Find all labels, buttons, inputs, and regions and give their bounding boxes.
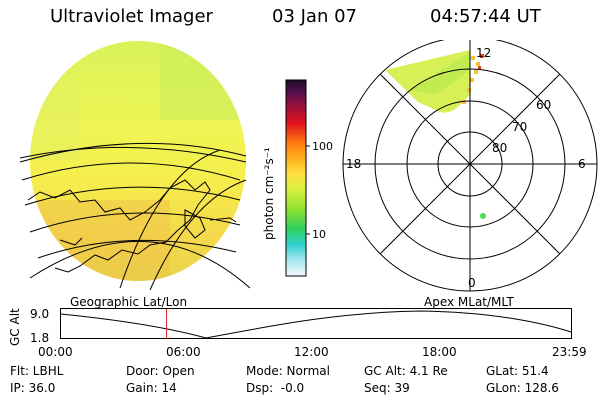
mlt-label-dawn: 6 [578, 157, 586, 171]
xtick-1800: 18:00 [422, 345, 457, 359]
altitude-curve [60, 310, 572, 339]
xtick-0000: 00:00 [38, 345, 73, 359]
app-title: Ultraviolet Imager [50, 6, 213, 27]
mlt-label-dusk: 18 [346, 157, 362, 171]
info-glat: GLat: 51.4 [486, 364, 549, 378]
colorbar-label: photon cm⁻²s⁻¹ [262, 147, 276, 240]
info-glon: GLon: 128.6 [486, 381, 559, 395]
xtick-0600: 06:00 [166, 345, 201, 359]
auroral-edge-points [462, 56, 480, 104]
gc-alt-axis-label-box: GC Alt [8, 306, 24, 346]
mlt-label-midnight: 0 [468, 276, 476, 290]
info-door: Door: Open [126, 364, 195, 378]
lat-label-60: 60 [536, 98, 552, 112]
image-time: 04:57:44 UT [430, 6, 541, 27]
info-gc-alt: GC Alt: 4.1 Re [364, 364, 448, 378]
colorbar-label-box: photon cm⁻²s⁻¹ [262, 130, 282, 240]
colorbar-tick-100: 100 [312, 140, 333, 153]
info-dsp: Dsp: -0.0 [246, 381, 305, 395]
gc-alt-axis-label: GC Alt [8, 308, 22, 346]
xtick-1200: 12:00 [294, 345, 329, 359]
coastline-outline [27, 179, 237, 273]
info-filter: Flt: LBHL [10, 364, 64, 378]
gc-alt-timeline-plot [60, 308, 572, 339]
polar-grid [342, 40, 598, 292]
lat-label-80: 80 [492, 141, 508, 155]
geographic-title: Geographic Lat/Lon [70, 295, 188, 309]
mlt-label-noon: 12 [476, 46, 492, 60]
gc-alt-ytick-top: 9.0 [30, 307, 50, 321]
apex-title: Apex MLat/MLT [424, 295, 514, 309]
intensity-colorbar [285, 79, 310, 277]
polar-mlat-mlt-plot [342, 40, 598, 292]
info-ip: IP: 36.0 [10, 381, 56, 395]
geographic-uv-image [19, 41, 251, 290]
emission-spot [480, 213, 486, 219]
gc-alt-ytick-bottom: 1.8 [30, 331, 50, 345]
xtick-2359: 23:59 [552, 345, 587, 359]
info-seq: Seq: 39 [364, 381, 410, 395]
info-mode: Mode: Normal [246, 364, 330, 378]
colorbar-tick-10: 10 [312, 228, 326, 241]
lat-label-70: 70 [512, 120, 528, 134]
info-gain: Gain: 14 [126, 381, 177, 395]
image-date: 03 Jan 07 [272, 6, 357, 27]
auroral-peak-points [478, 54, 484, 69]
